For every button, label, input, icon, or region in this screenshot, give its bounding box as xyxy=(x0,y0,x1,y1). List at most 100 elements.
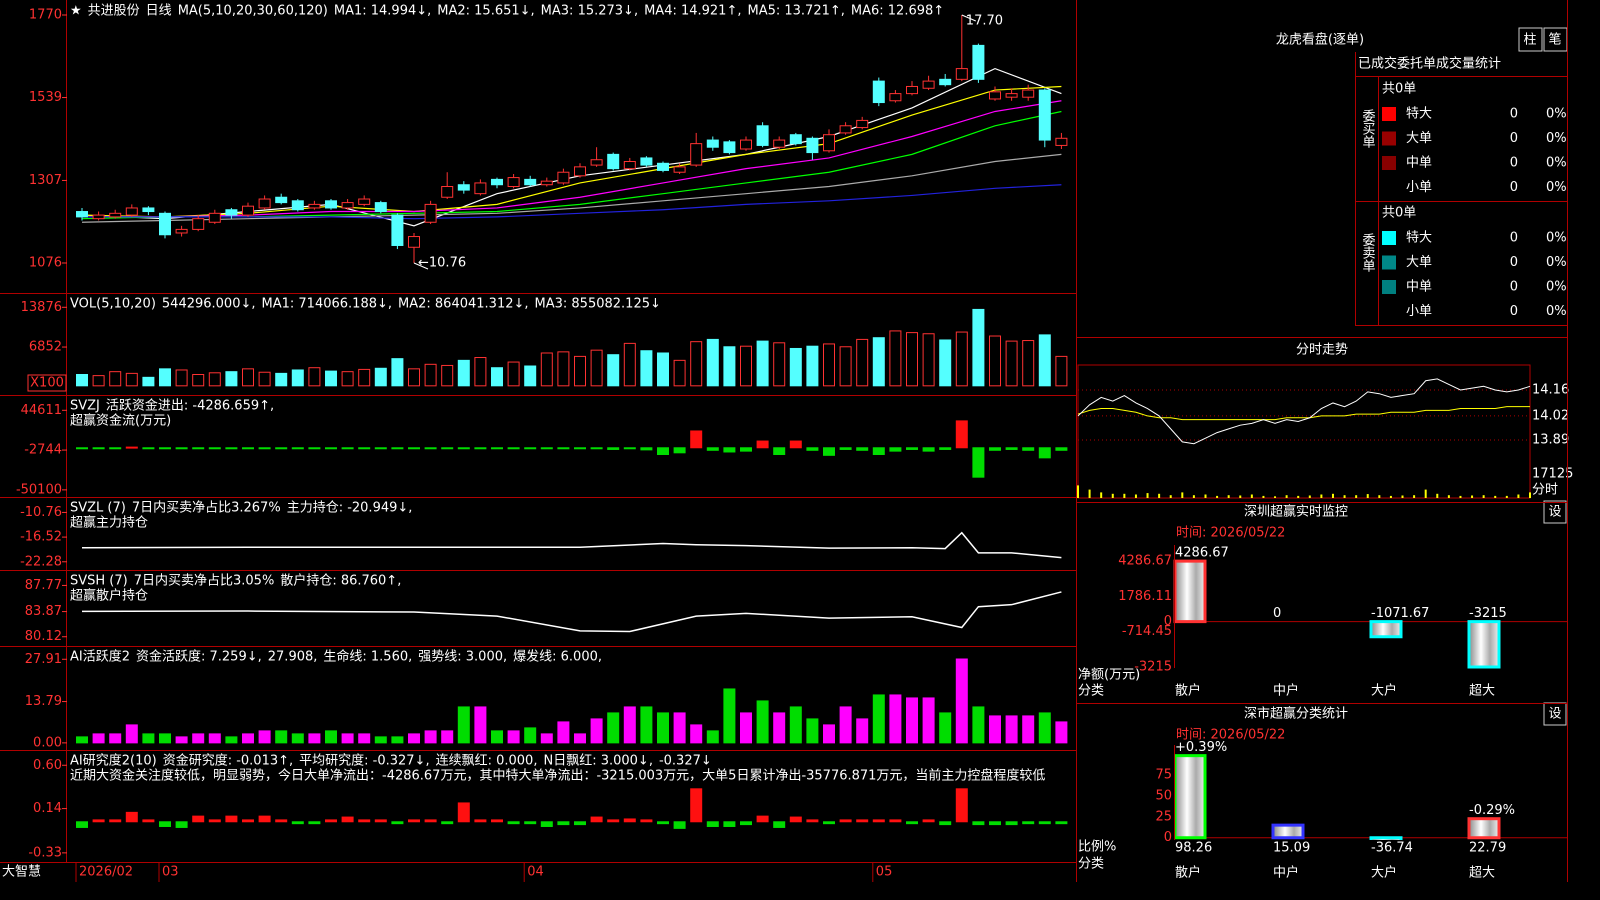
candle-body xyxy=(590,159,603,166)
bar xyxy=(623,447,636,450)
bar xyxy=(607,819,620,823)
bar xyxy=(623,706,636,744)
candle-body xyxy=(789,134,802,145)
bar xyxy=(341,733,354,744)
bar xyxy=(839,447,852,450)
y-tick-label: 0 xyxy=(1164,830,1172,845)
time-label: 时间: 2026/05/22 xyxy=(1176,526,1285,541)
indicator-label: MA3: 15.273↓, xyxy=(541,4,638,19)
bar xyxy=(142,376,155,387)
bar xyxy=(391,821,404,825)
bar xyxy=(673,447,686,454)
bar xyxy=(789,440,802,449)
x-tick-label: 2026/02 xyxy=(79,865,133,880)
bar xyxy=(756,700,769,744)
bar xyxy=(690,788,703,823)
bar xyxy=(225,736,238,744)
tab-button-label[interactable]: 笔 xyxy=(1548,32,1561,48)
bar xyxy=(955,420,968,449)
candle-body xyxy=(291,200,304,211)
candle-body xyxy=(275,196,288,204)
panel-title: 分时走势 xyxy=(1296,342,1348,358)
indicator-label: MA5: 13.721↑, xyxy=(747,4,844,19)
category-label: 大户 xyxy=(1371,683,1397,699)
bar xyxy=(258,371,271,387)
bar xyxy=(225,447,238,450)
y-tick-label: 13.89 xyxy=(1532,433,1569,448)
candle-body xyxy=(242,205,254,216)
indicator-label: 544296.000↓, xyxy=(162,297,256,312)
unit-label: X100 xyxy=(30,376,64,391)
y-tick-label: -0.33 xyxy=(28,845,62,860)
bar xyxy=(208,733,221,744)
settings-button[interactable] xyxy=(1543,500,1567,524)
bar xyxy=(906,447,918,450)
bar xyxy=(773,712,786,744)
value-label: -36.74 xyxy=(1371,841,1413,856)
bar xyxy=(789,706,802,744)
bar xyxy=(275,447,288,450)
row-swatch xyxy=(1382,231,1396,245)
bar xyxy=(806,447,819,451)
bar xyxy=(673,712,686,744)
bar xyxy=(922,819,935,823)
bar xyxy=(391,358,404,387)
candle-body xyxy=(408,236,420,248)
bar xyxy=(1038,821,1051,825)
settings-label[interactable]: 设 xyxy=(1548,505,1561,520)
bar xyxy=(159,733,171,744)
bar xyxy=(1271,823,1305,840)
bar xyxy=(955,788,968,823)
time-label: 时间: 2026/05/22 xyxy=(1176,728,1285,743)
y-tick-label: 0 xyxy=(1164,614,1172,629)
bar xyxy=(424,447,437,450)
value-label: 4286.67 xyxy=(1175,546,1229,561)
bar xyxy=(906,821,918,825)
bar xyxy=(424,730,437,744)
bar xyxy=(657,712,669,744)
intraday-frame xyxy=(1077,364,1531,499)
y-tick-label: 0.00 xyxy=(33,735,62,750)
bar xyxy=(374,367,387,387)
row-swatch xyxy=(1382,304,1396,319)
bar xyxy=(125,724,138,744)
candle-body xyxy=(474,182,487,195)
bar xyxy=(789,816,802,823)
bar xyxy=(1369,836,1403,840)
row-count: 0 xyxy=(1510,180,1518,195)
bar xyxy=(1005,715,1018,744)
tab-button[interactable] xyxy=(1518,27,1543,52)
bar xyxy=(76,821,88,828)
candle-body xyxy=(574,166,586,177)
annotation: ←10.76 xyxy=(418,255,466,270)
bar xyxy=(872,819,885,823)
indicator-label: MA3: 855082.125↓ xyxy=(535,297,661,312)
bar xyxy=(258,447,271,450)
candle-body xyxy=(723,141,736,154)
bar xyxy=(590,349,603,387)
indicator-label: 7日内买卖净占比3.267% xyxy=(132,500,281,516)
candle-body xyxy=(839,125,852,134)
bar xyxy=(208,372,221,387)
indicator-label: 7日内买卖净占比3.05% xyxy=(134,573,275,589)
bar xyxy=(374,819,387,823)
bar xyxy=(657,352,669,387)
value-label: 15.09 xyxy=(1273,841,1310,856)
bar xyxy=(1022,821,1035,825)
bar xyxy=(972,447,985,478)
row-name: 中单 xyxy=(1406,280,1432,295)
bar xyxy=(640,819,653,823)
bar xyxy=(491,819,503,823)
settings-label[interactable]: 设 xyxy=(1548,707,1561,722)
bars xyxy=(1173,559,1501,669)
bar xyxy=(540,352,553,387)
bar xyxy=(773,342,786,387)
bar xyxy=(955,331,968,387)
candle-body xyxy=(906,85,918,95)
y-tick-label: 1539 xyxy=(29,90,62,105)
category-label: 超大 xyxy=(1469,866,1495,881)
tab-button-label[interactable]: 柱 xyxy=(1523,33,1536,48)
bar xyxy=(142,733,155,744)
row-swatch xyxy=(1382,131,1396,146)
bar xyxy=(806,819,819,823)
